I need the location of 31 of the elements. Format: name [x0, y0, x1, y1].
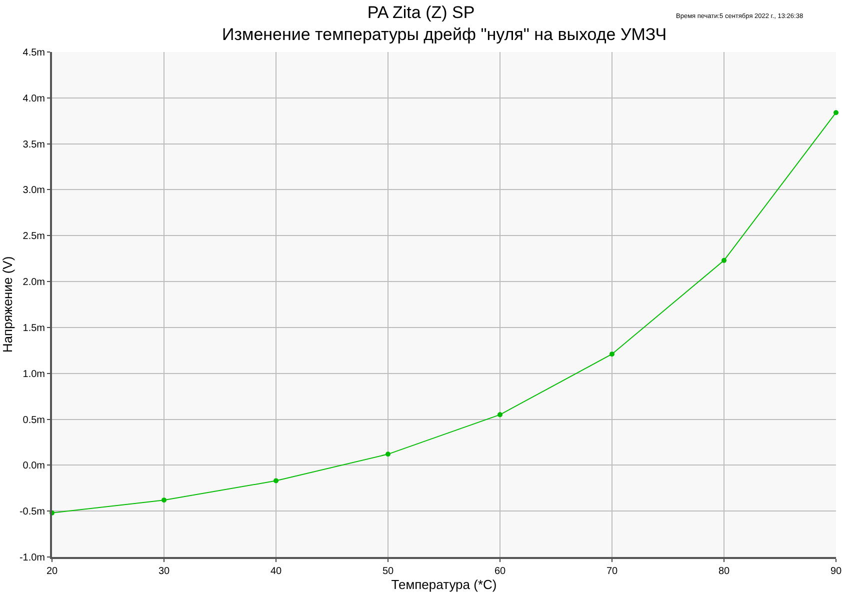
- point: [162, 498, 166, 503]
- x-tick-label: 30: [158, 566, 170, 577]
- point: [722, 258, 726, 263]
- point: [610, 352, 614, 357]
- x-tick-label: 90: [830, 566, 842, 577]
- y-tick-label: 1.5m: [22, 322, 45, 334]
- x-tick-label: 70: [606, 566, 618, 577]
- point: [834, 110, 838, 116]
- x-axis-title: Температура (*C): [391, 577, 497, 592]
- y-tick-label: 4.5m: [22, 48, 45, 58]
- y-tick-label: 0.5m: [22, 414, 45, 426]
- x-tick-label: 50: [382, 566, 394, 577]
- y-axis-title: Напряжение (V): [0, 256, 15, 353]
- x-tick-label: 40: [270, 566, 282, 577]
- point: [498, 412, 502, 418]
- chart-title: PA Zita (Z) SP: [367, 2, 475, 22]
- y-tick-label: 2.5m: [22, 231, 45, 242]
- point: [274, 478, 278, 484]
- y-tick-label: 1.0m: [22, 368, 45, 380]
- y-tick-label: 3.5m: [22, 139, 45, 150]
- y-tick-label: 3.0m: [22, 185, 45, 196]
- y-tick-label: 4.0m: [22, 93, 45, 104]
- y-tick-label: 2.0m: [22, 277, 45, 288]
- chart-subtitle: Изменение температуры дрейф "нуля" на выходе УМЗЧ: [222, 25, 667, 44]
- x-tick-label: 80: [718, 566, 730, 577]
- y-tick-label: -1.0m: [19, 552, 45, 564]
- y-tick-label: -0.5m: [19, 506, 45, 518]
- point: [386, 452, 390, 457]
- x-tick-label: 60: [494, 566, 506, 577]
- x-tick-label: 20: [46, 566, 58, 577]
- y-tick-label: 0.0m: [22, 460, 45, 472]
